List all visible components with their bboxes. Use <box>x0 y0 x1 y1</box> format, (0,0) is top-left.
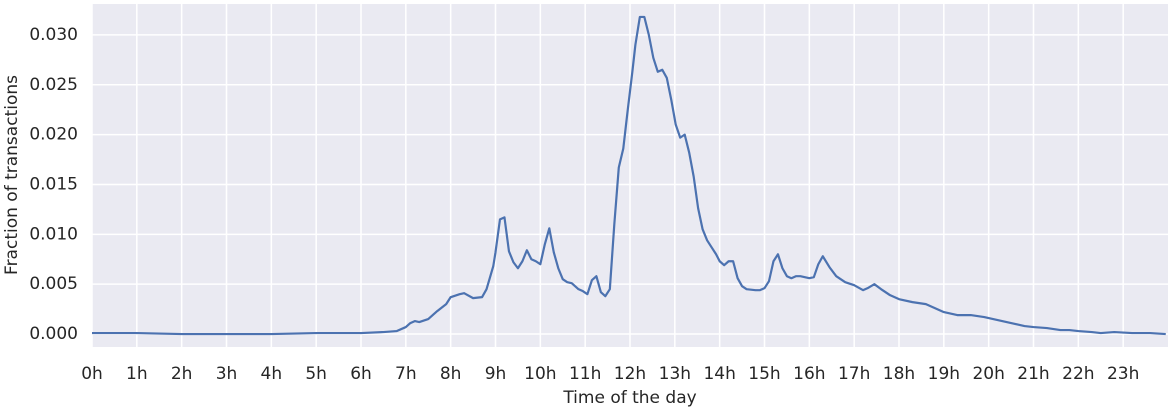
x-tick-label: 4h <box>261 364 283 384</box>
x-tick-label: 9h <box>485 364 507 384</box>
y-tick-label: 0.005 <box>29 274 78 294</box>
x-tick-label: 11h <box>569 364 601 384</box>
x-tick-label: 8h <box>440 364 462 384</box>
y-tick-label: 0.025 <box>29 75 78 95</box>
x-tick-label: 16h <box>793 364 825 384</box>
y-tick-label: 0.030 <box>29 25 78 45</box>
y-tick-label: 0.015 <box>29 174 78 194</box>
x-tick-label: 21h <box>1017 364 1049 384</box>
x-tick-label: 18h <box>883 364 915 384</box>
x-tick-label: 7h <box>395 364 417 384</box>
x-tick-label: 12h <box>614 364 646 384</box>
x-tick-label: 3h <box>216 364 238 384</box>
x-tick-label: 2h <box>171 364 193 384</box>
x-axis-label: Time of the day <box>562 388 696 408</box>
line <box>92 15 1166 336</box>
x-tick-label: 15h <box>748 364 780 384</box>
x-tick-label: 23h <box>1107 364 1139 384</box>
x-tick-label: 0h <box>81 364 103 384</box>
y-tick-label: 0.000 <box>29 324 78 344</box>
y-tick-label: 0.020 <box>29 125 78 145</box>
x-tick-label: 5h <box>305 364 327 384</box>
x-tick-label: 1h <box>126 364 148 384</box>
x-tick-label: 13h <box>659 364 691 384</box>
y-tick-label: 0.010 <box>29 224 78 244</box>
x-tick-label: 14h <box>703 364 735 384</box>
x-tick-label: 10h <box>524 364 556 384</box>
x-tick-label: 20h <box>972 364 1004 384</box>
x-tick-label: 6h <box>350 364 372 384</box>
x-tick-label: 22h <box>1062 364 1094 384</box>
x-tick-label: 19h <box>928 364 960 384</box>
x-tick-label: 17h <box>838 364 870 384</box>
y-axis-label: Fraction of transactions <box>2 75 22 275</box>
